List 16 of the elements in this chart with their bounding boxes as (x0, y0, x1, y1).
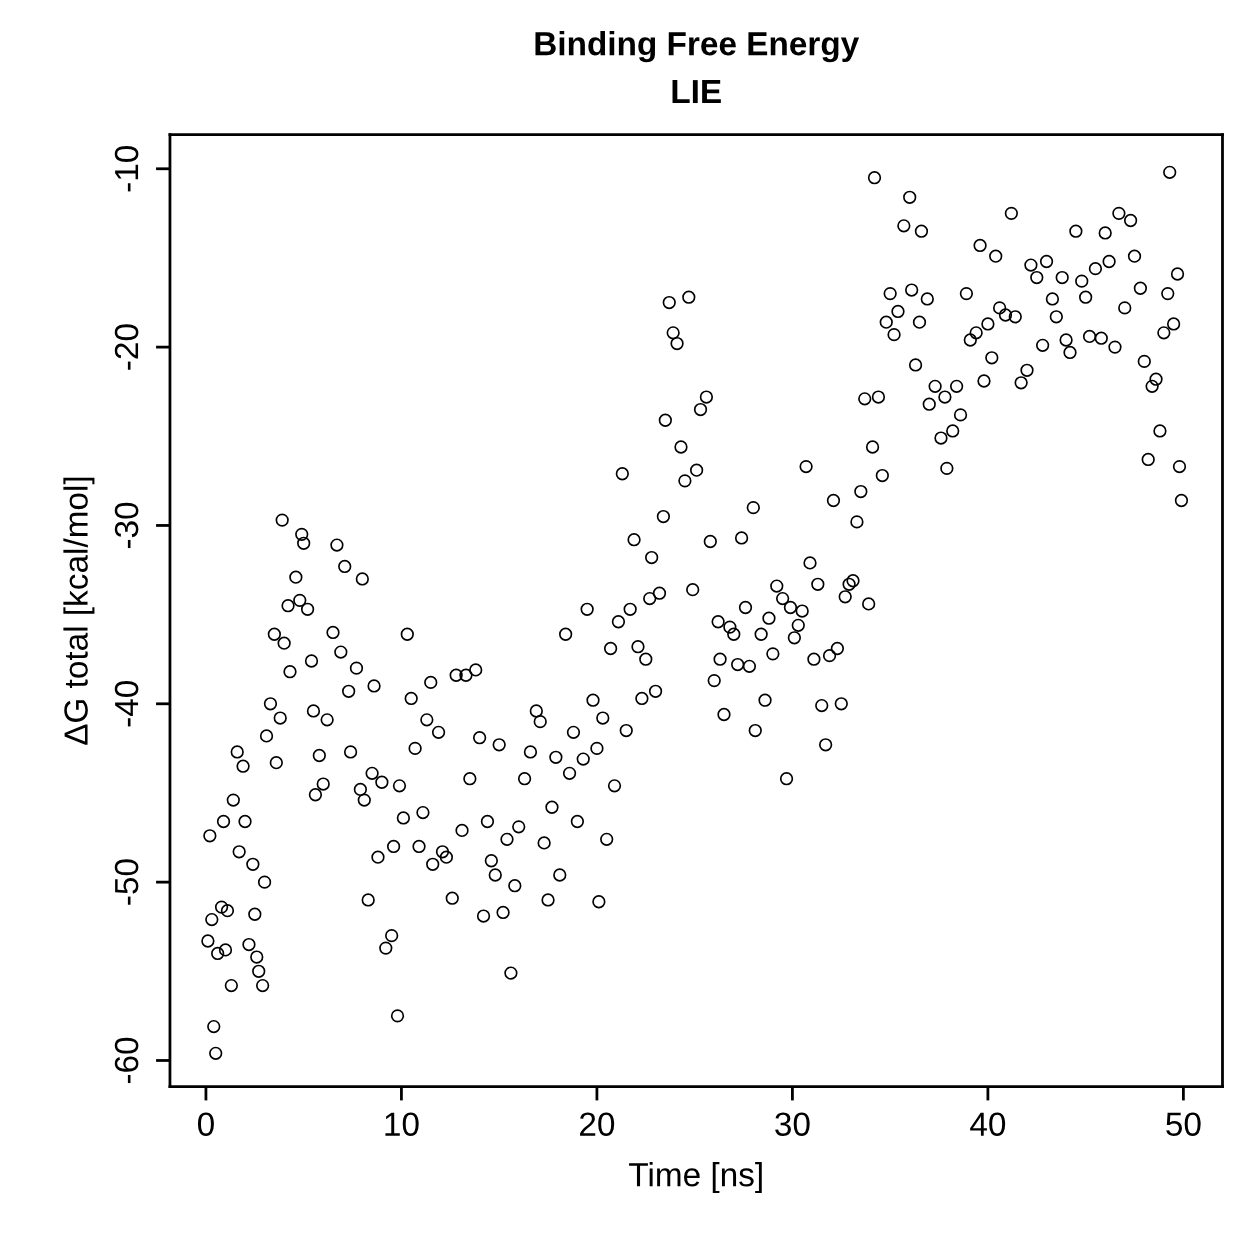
y-tick-label: -30 (114, 502, 139, 549)
x-tick-label: 40 (970, 1112, 1006, 1136)
y-tick-label: -60 (114, 1037, 139, 1084)
chart-title: Binding Free Energy (535, 30, 860, 63)
x-tick-label: 0 (197, 1112, 214, 1136)
y-tick-label: -20 (114, 324, 139, 370)
y-tick-label: -40 (114, 681, 139, 727)
x-tick-label: 30 (775, 1112, 810, 1136)
x-tick-label: 20 (580, 1112, 615, 1136)
y-tick-label: -50 (114, 859, 139, 905)
y-axis-title: ΔG total [kcal/mol] (63, 477, 95, 745)
x-axis-title: Time [ns] (629, 1162, 762, 1194)
chart-subtitle: LIE (672, 80, 721, 104)
x-tick-label: 50 (1166, 1112, 1201, 1136)
y-tick-label: -10 (114, 145, 139, 192)
x-tick-label: 10 (385, 1112, 419, 1136)
